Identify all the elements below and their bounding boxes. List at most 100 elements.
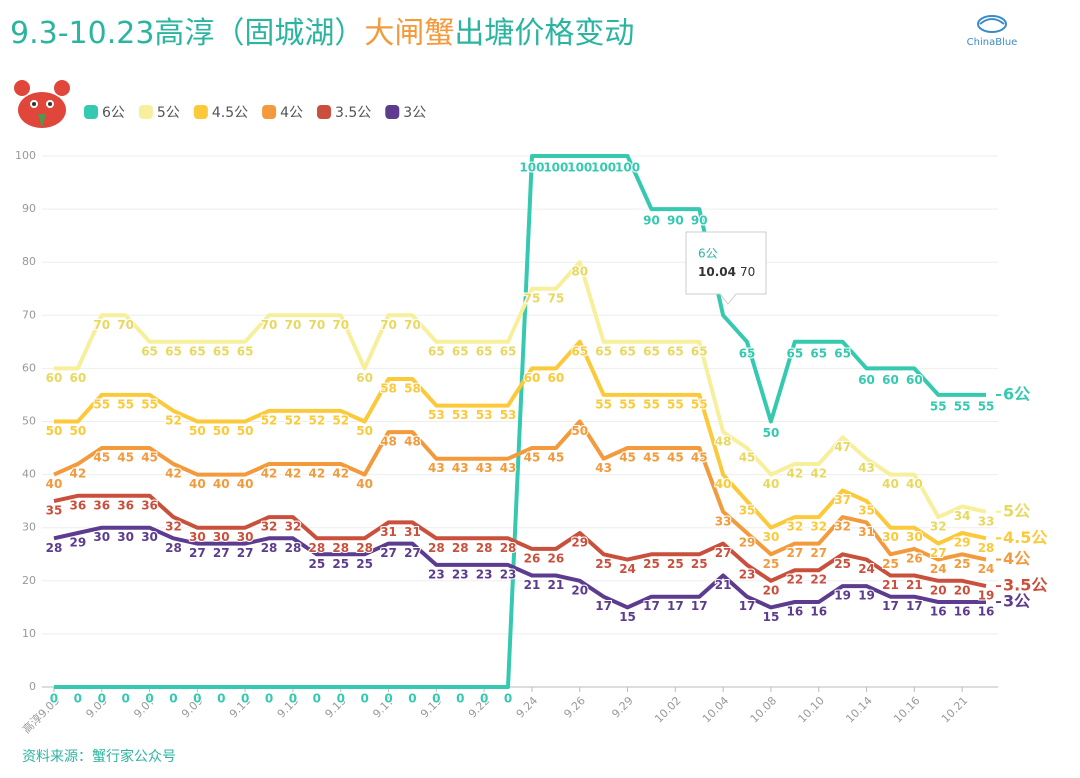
value-label: 40 <box>763 477 780 491</box>
value-label: 0 <box>432 692 440 706</box>
end-label: 4.5公 <box>1003 528 1047 547</box>
y-tick-label: 70 <box>22 308 36 321</box>
value-label: 27 <box>189 546 206 560</box>
value-label: 90 <box>667 214 684 228</box>
value-label: 50 <box>189 424 206 438</box>
value-label: 70 <box>285 318 302 332</box>
value-label: 28 <box>46 541 63 555</box>
title-part: 出塘价格变动 <box>454 16 634 51</box>
value-label: 40 <box>882 477 899 491</box>
value-label: 65 <box>810 346 827 360</box>
x-tick-label: 10.21 <box>939 694 970 725</box>
value-label: 21 <box>524 578 541 592</box>
x-tick-label: 9.24 <box>514 694 541 721</box>
value-label: 30 <box>763 530 780 544</box>
value-label: 50 <box>46 424 63 438</box>
legend-swatch <box>262 105 277 119</box>
value-label: 33 <box>715 514 732 528</box>
tooltip-row: 10.04 70 <box>698 265 755 279</box>
value-label: 48 <box>380 435 397 449</box>
value-label: 45 <box>643 451 660 465</box>
y-tick-label: 90 <box>22 202 36 215</box>
value-label: 43 <box>476 461 493 475</box>
end-label: 3.5公 <box>1003 576 1047 595</box>
value-label: 32 <box>930 520 947 534</box>
legend-label: 6公 <box>102 105 125 121</box>
value-label: 32 <box>810 520 827 534</box>
value-label: 53 <box>452 408 469 422</box>
value-label: 0 <box>121 692 129 706</box>
value-label: 29 <box>739 536 756 550</box>
value-label: 0 <box>313 692 321 706</box>
value-label: 29 <box>954 536 971 550</box>
logo: ChinaBlue <box>967 15 1018 48</box>
value-label: 31 <box>404 525 421 539</box>
value-label: 19 <box>858 589 875 603</box>
legend-swatch <box>84 105 98 119</box>
value-label: 30 <box>237 530 254 544</box>
value-label: 27 <box>380 546 397 560</box>
value-label: 0 <box>360 692 368 706</box>
x-tick-label: 10.14 <box>843 694 874 725</box>
value-label: 21 <box>906 578 923 592</box>
value-label: 55 <box>619 397 636 411</box>
y-tick-label: 60 <box>22 361 36 374</box>
value-label: 100 <box>519 161 544 175</box>
value-label: 40 <box>189 477 206 491</box>
tooltip-series: 6公 <box>698 247 718 261</box>
value-label: 90 <box>691 214 708 228</box>
value-label: 27 <box>213 546 230 560</box>
value-label: 100 <box>543 161 568 175</box>
value-label: 0 <box>98 692 106 706</box>
value-label: 65 <box>165 344 182 358</box>
logo-text: ChinaBlue <box>967 37 1018 48</box>
value-label: 55 <box>930 399 947 413</box>
value-label: 43 <box>595 461 612 475</box>
value-label: 42 <box>786 466 803 480</box>
value-label: 17 <box>595 599 612 613</box>
value-label: 24 <box>930 562 947 576</box>
value-label: 19 <box>834 589 851 603</box>
value-label: 19 <box>978 589 995 603</box>
value-label: 65 <box>141 344 158 358</box>
value-label: 55 <box>141 397 158 411</box>
y-tick-label: 10 <box>22 627 36 640</box>
value-label: 45 <box>739 451 756 465</box>
value-label: 30 <box>93 530 110 544</box>
source-note: 资料来源：蟹行家公众号 <box>22 748 176 765</box>
legend-swatch <box>317 105 332 119</box>
value-label: 21 <box>715 578 732 592</box>
value-label: 26 <box>906 551 923 565</box>
value-label: 25 <box>595 557 612 571</box>
value-label: 36 <box>93 498 110 512</box>
value-label: 65 <box>739 346 756 360</box>
value-label: 65 <box>786 346 803 360</box>
value-label: 52 <box>332 413 349 427</box>
value-label: 0 <box>480 692 488 706</box>
value-label: 29 <box>571 536 588 550</box>
value-label: 60 <box>858 373 875 387</box>
value-label: 0 <box>384 692 392 706</box>
value-label: 40 <box>237 477 254 491</box>
value-label: 43 <box>500 461 517 475</box>
value-label: 100 <box>567 161 592 175</box>
legend-label: 4.5公 <box>212 105 248 121</box>
end-label: 5公 <box>1003 501 1030 520</box>
value-label: 65 <box>667 344 684 358</box>
legend-swatch <box>385 105 400 119</box>
value-label: 28 <box>356 541 373 555</box>
value-label: 30 <box>882 530 899 544</box>
value-label: 16 <box>810 605 827 619</box>
value-label: 40 <box>213 477 230 491</box>
value-label: 55 <box>667 397 684 411</box>
crab-icon <box>14 80 70 128</box>
value-label: 0 <box>241 692 249 706</box>
value-label: 45 <box>93 451 110 465</box>
value-label: 65 <box>619 344 636 358</box>
value-label: 60 <box>882 373 899 387</box>
value-label: 42 <box>810 466 827 480</box>
value-label: 100 <box>615 161 640 175</box>
value-label: 52 <box>285 413 302 427</box>
y-tick-label: 20 <box>22 574 36 587</box>
